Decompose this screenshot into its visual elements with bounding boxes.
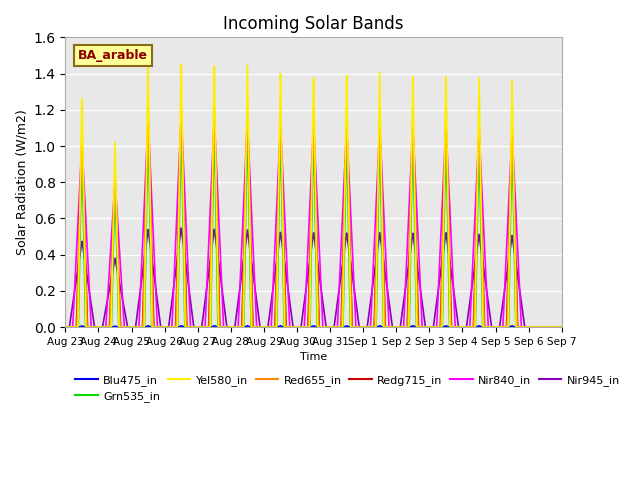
X-axis label: Time: Time: [300, 352, 327, 362]
Title: Incoming Solar Bands: Incoming Solar Bands: [223, 15, 404, 33]
Y-axis label: Solar Radiation (W/m2): Solar Radiation (W/m2): [15, 109, 28, 255]
Text: BA_arable: BA_arable: [78, 49, 148, 62]
Legend: Blu475_in, Grn535_in, Yel580_in, Red655_in, Redg715_in, Nir840_in, Nir945_in: Blu475_in, Grn535_in, Yel580_in, Red655_…: [71, 371, 625, 407]
